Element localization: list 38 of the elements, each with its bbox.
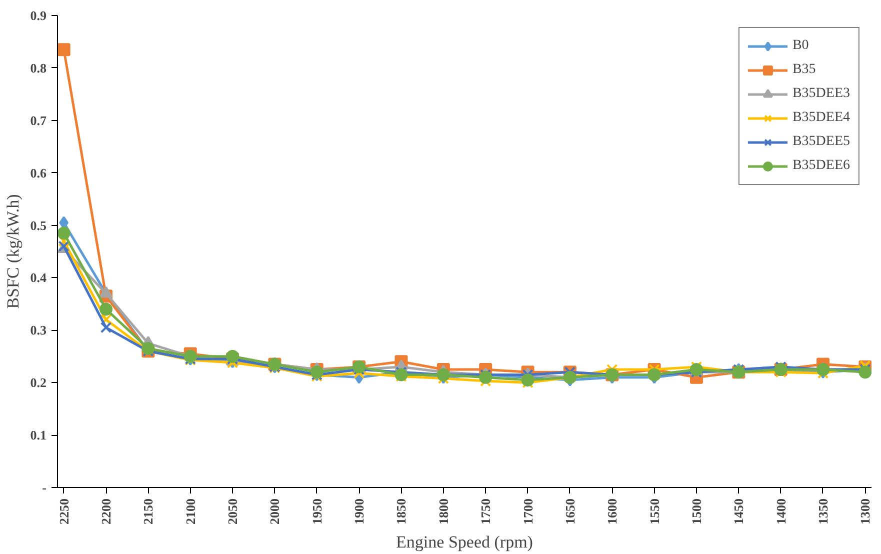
x-tick-label: 1500 xyxy=(688,498,704,524)
x-tick-label: 1950 xyxy=(309,498,324,524)
x-tick-label: 1300 xyxy=(858,498,873,524)
x-tick-label: 1900 xyxy=(352,498,367,524)
x-tick-label: 1700 xyxy=(520,498,536,524)
x-tick-label: 1350 xyxy=(815,498,830,524)
legend-label: B35DEE5 xyxy=(792,134,850,150)
y-tick-label: 0.1 xyxy=(30,428,46,443)
x-tick-label: 2000 xyxy=(267,498,282,524)
legend-label: B35DEE6 xyxy=(792,158,850,174)
y-tick-label: 0.4 xyxy=(30,270,47,286)
y-tick-label: 0.2 xyxy=(30,375,46,390)
y-tick-label: 0.9 xyxy=(30,8,47,23)
x-tick-label: 1800 xyxy=(436,498,451,524)
x-tick-label: 2200 xyxy=(98,498,114,524)
y-axis-title: BSFC (kg/kW.h) xyxy=(3,194,22,309)
x-tick-label: 1750 xyxy=(478,498,494,524)
legend-label: B0 xyxy=(792,38,810,54)
legend-label: B35 xyxy=(792,62,816,78)
y-tick-label: 0.6 xyxy=(30,165,47,180)
x-tick-label: 1400 xyxy=(773,498,788,524)
x-tick-label: 1450 xyxy=(731,498,746,524)
y-tick-label: - xyxy=(42,480,47,495)
x-tick-label: 2050 xyxy=(225,498,240,524)
x-axis-title: Engine Speed (rpm) xyxy=(396,532,533,552)
legend-label: B35DEE3 xyxy=(792,86,850,102)
y-tick-label: 0.3 xyxy=(30,322,47,338)
y-tick-label: 0.8 xyxy=(30,60,47,76)
x-tick-label: 1650 xyxy=(562,498,578,524)
x-tick-label: 2150 xyxy=(140,498,156,524)
x-tick-label: 2250 xyxy=(56,498,72,524)
x-tick-label: 1550 xyxy=(646,498,662,524)
x-tick-label: 1600 xyxy=(604,498,620,524)
x-tick-label: 2100 xyxy=(182,498,198,524)
x-tick-label: 1850 xyxy=(394,498,409,524)
legend-label: B35DEE4 xyxy=(792,110,850,126)
y-tick-label: 0.5 xyxy=(30,218,47,233)
y-tick-label: 0.7 xyxy=(30,112,47,128)
